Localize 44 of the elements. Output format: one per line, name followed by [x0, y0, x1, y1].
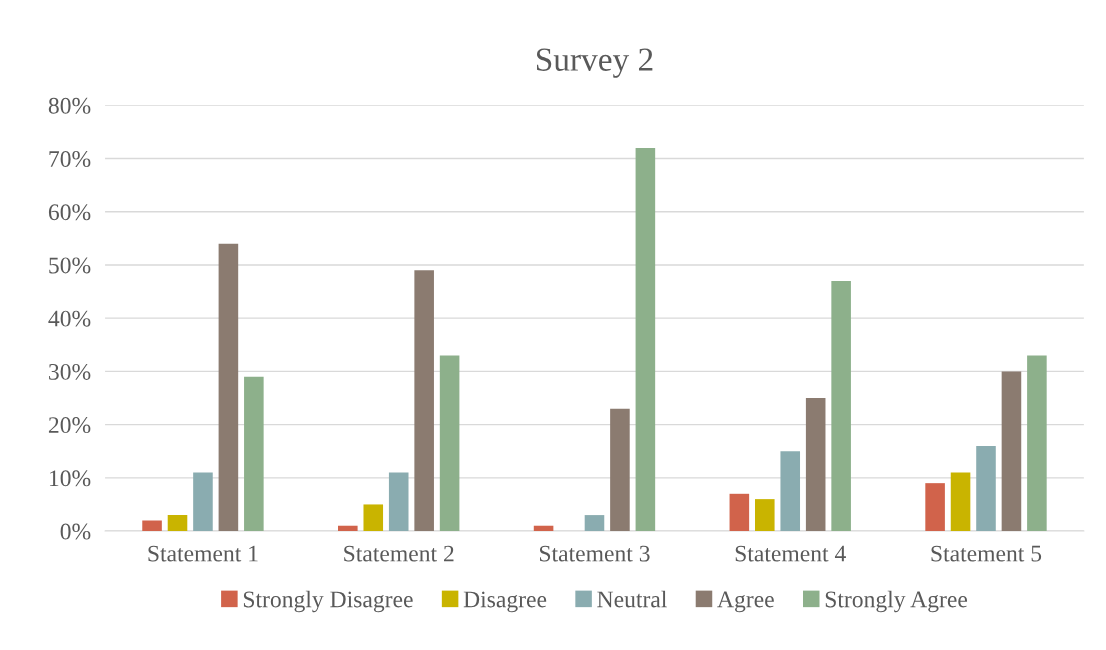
y-tick-label: 70% [49, 151, 91, 168]
x-tick-label: Statement 3 [539, 545, 650, 562]
bar [167, 515, 188, 532]
bar [925, 483, 945, 532]
bar [414, 270, 434, 532]
bar [388, 472, 409, 532]
bar [439, 355, 460, 532]
y-tick-label: 10% [49, 470, 91, 487]
legend-label: Neutral [597, 590, 667, 608]
y-tick-label: 20% [48, 417, 91, 434]
bar [1001, 371, 1022, 532]
legend-label: Strongly Agree [825, 590, 968, 613]
x-tick-label: Statement 2 [344, 545, 454, 562]
bar [755, 499, 775, 532]
x-tick-label: Statement 4 [735, 545, 846, 562]
legend-label: Disagree [463, 591, 547, 613]
y-tick-label: 40% [48, 310, 91, 327]
y-tick-label: 60% [48, 204, 91, 221]
chart-title: Survey 2 [536, 48, 653, 78]
bar [193, 472, 213, 532]
bar [338, 525, 358, 532]
bar [950, 472, 971, 532]
legend-label: Agree [717, 591, 774, 613]
y-tick-label: 0% [60, 523, 91, 540]
bar [218, 243, 239, 532]
bar [584, 515, 605, 532]
bar [831, 280, 851, 532]
bar [142, 520, 162, 532]
bar [1027, 355, 1047, 532]
legend-label: Strongly Disagree [243, 590, 413, 613]
bar [805, 398, 826, 532]
bar [780, 451, 801, 532]
bar [729, 493, 750, 532]
y-tick-label: 30% [49, 363, 91, 380]
y-tick-label: 50% [49, 257, 91, 274]
x-tick-label: Statement 1 [148, 545, 258, 562]
bar [635, 147, 656, 532]
y-tick-label: 80% [48, 97, 91, 114]
bar [244, 376, 264, 532]
bar [610, 408, 630, 532]
bar [533, 525, 554, 532]
x-tick-label: Statement 5 [931, 545, 1042, 562]
bar [976, 445, 996, 532]
bar [363, 504, 384, 532]
